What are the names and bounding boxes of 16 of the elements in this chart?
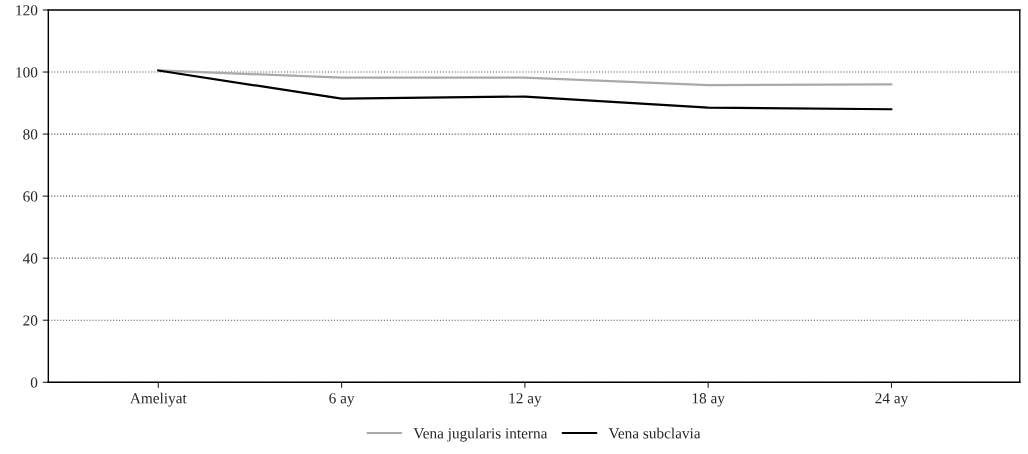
y-tick-label: 40 (22, 253, 38, 264)
y-tick-label: 100 (16, 67, 38, 78)
x-tick-label: 6 ay (329, 393, 355, 407)
legend-label: Vena jugularis interna (413, 427, 548, 442)
x-tick-label: 12 ay (509, 393, 542, 407)
y-tick-label: 60 (23, 191, 38, 202)
y-tick-label: 80 (23, 129, 38, 140)
y-tick-label: 0 (30, 377, 38, 388)
y-tick-label: 120 (16, 5, 38, 16)
x-tick-label: Ameliyat (130, 392, 187, 407)
line-series (157, 69, 893, 111)
x-tick-label: 18 ay (692, 393, 725, 407)
x-tick-label: 24 ay (875, 393, 909, 407)
y-tick-label: 20 (23, 315, 38, 326)
legend-label: Vena subclavia (608, 427, 701, 439)
line-series (157, 69, 893, 87)
